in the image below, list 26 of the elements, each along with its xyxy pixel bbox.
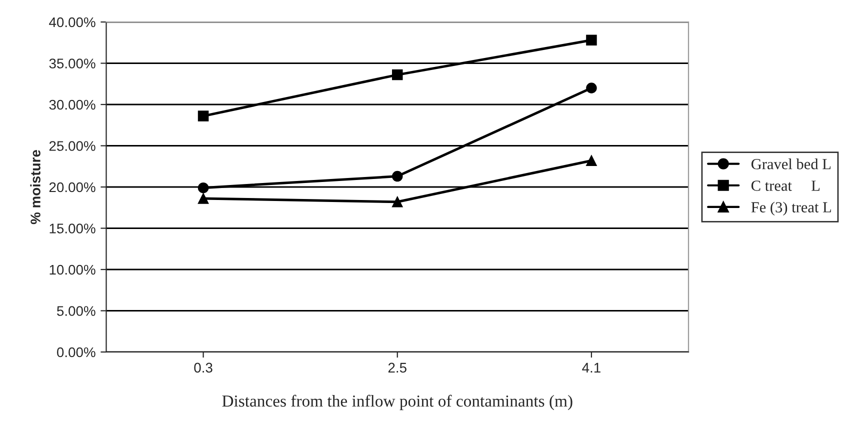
point xyxy=(586,34,597,46)
x-tick-label: 0.3 xyxy=(194,362,212,373)
x-tick-label: 2.5 xyxy=(388,362,406,373)
y-tick-label: 35.00% xyxy=(49,58,96,68)
legend-label: Fe (3) treat L xyxy=(751,202,831,216)
point xyxy=(198,182,209,194)
x-axis-title: Distances from the inflow point of contaminants (m) xyxy=(222,394,572,410)
y-tick-label: 40.00% xyxy=(49,17,96,28)
y-tick-label: 0.00% xyxy=(56,347,96,358)
y-tick-label: 30.00% xyxy=(49,100,96,110)
legend-label: Gravel bed L xyxy=(751,158,831,170)
point xyxy=(392,170,403,182)
x-tick-label: 4.1 xyxy=(582,362,600,372)
y-tick-label: 25.00% xyxy=(49,141,96,151)
point xyxy=(586,82,597,94)
point xyxy=(392,196,403,208)
point xyxy=(586,155,597,166)
y-tick-label: 15.00% xyxy=(50,224,96,234)
y-tick-label: 5.00% xyxy=(57,306,96,316)
y-tick-label: 20.00% xyxy=(49,182,96,192)
legend-label: C treat L xyxy=(751,180,820,191)
point xyxy=(198,110,209,122)
y-tick-label: 10.00% xyxy=(50,264,96,275)
y-axis-title: % moisture xyxy=(30,150,40,224)
point xyxy=(198,193,209,204)
point xyxy=(392,69,403,80)
